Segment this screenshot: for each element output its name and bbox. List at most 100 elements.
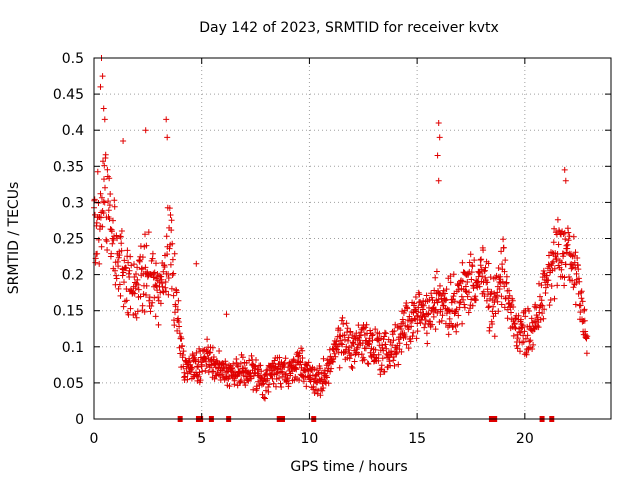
data-point bbox=[110, 217, 116, 224]
data-point bbox=[273, 383, 279, 390]
data-point bbox=[205, 369, 212, 376]
data-point bbox=[532, 301, 539, 308]
data-point bbox=[477, 270, 483, 276]
data-point bbox=[345, 337, 351, 344]
data-point bbox=[375, 351, 382, 358]
data-point bbox=[286, 359, 293, 366]
data-point bbox=[524, 332, 531, 339]
data-point bbox=[440, 287, 447, 294]
data-point bbox=[153, 260, 159, 267]
data-point bbox=[137, 243, 144, 250]
data-point bbox=[184, 376, 191, 383]
data-point bbox=[121, 279, 127, 286]
data-point bbox=[138, 265, 145, 272]
data-point bbox=[203, 358, 209, 365]
data-point bbox=[331, 350, 338, 357]
data-point bbox=[274, 366, 280, 373]
data-point bbox=[246, 357, 253, 364]
data-point bbox=[448, 299, 455, 306]
data-point bbox=[469, 302, 476, 309]
data-point bbox=[107, 191, 114, 197]
data-point bbox=[106, 215, 113, 222]
data-point bbox=[97, 190, 104, 197]
data-point bbox=[100, 198, 107, 205]
data-point bbox=[354, 344, 361, 351]
data-point bbox=[553, 256, 560, 263]
data-point bbox=[99, 223, 106, 230]
data-point bbox=[511, 320, 518, 327]
data-point bbox=[455, 312, 462, 319]
data-point bbox=[390, 337, 397, 344]
data-point bbox=[276, 354, 283, 361]
data-point bbox=[506, 287, 512, 294]
data-point bbox=[383, 345, 390, 352]
data-point bbox=[324, 374, 330, 381]
data-point bbox=[100, 105, 107, 112]
data-point bbox=[564, 241, 571, 248]
y-tick-label: 0.1 bbox=[62, 340, 84, 356]
data-point bbox=[558, 259, 565, 266]
data-point bbox=[299, 347, 306, 354]
data-point bbox=[480, 288, 487, 295]
data-point bbox=[310, 383, 317, 390]
data-point bbox=[147, 308, 154, 315]
data-point bbox=[203, 348, 210, 354]
data-point bbox=[389, 342, 396, 349]
data-point bbox=[219, 371, 226, 378]
data-point bbox=[558, 266, 565, 273]
data-point bbox=[116, 252, 123, 259]
data-point bbox=[285, 380, 292, 387]
data-point bbox=[258, 368, 265, 375]
data-point bbox=[560, 253, 567, 260]
y-tick-label: 0.3 bbox=[62, 195, 84, 211]
data-point bbox=[347, 328, 354, 335]
data-point bbox=[134, 264, 141, 271]
data-point bbox=[111, 203, 118, 210]
data-point bbox=[500, 244, 507, 251]
data-point bbox=[572, 249, 579, 256]
data-point bbox=[120, 269, 127, 276]
data-point bbox=[126, 267, 133, 274]
data-point bbox=[295, 353, 301, 360]
data-point bbox=[526, 323, 533, 330]
data-point bbox=[339, 314, 346, 321]
data-point bbox=[578, 288, 585, 295]
data-points bbox=[91, 55, 591, 402]
data-point bbox=[568, 261, 575, 268]
data-point bbox=[541, 306, 548, 313]
data-point bbox=[526, 308, 532, 314]
data-point bbox=[508, 309, 514, 316]
data-point bbox=[176, 323, 183, 330]
data-point bbox=[146, 297, 153, 304]
data-point bbox=[514, 335, 521, 342]
data-point bbox=[198, 361, 205, 368]
data-point bbox=[186, 355, 193, 362]
data-point bbox=[467, 251, 474, 258]
data-point bbox=[106, 202, 113, 209]
data-point bbox=[353, 330, 360, 337]
data-point bbox=[238, 377, 245, 384]
data-point bbox=[414, 328, 421, 335]
data-point bbox=[98, 243, 105, 250]
data-point bbox=[400, 310, 407, 316]
data-point bbox=[179, 342, 186, 349]
data-point bbox=[117, 292, 124, 299]
data-point bbox=[169, 256, 176, 263]
data-point bbox=[195, 364, 202, 370]
data-point bbox=[413, 335, 420, 342]
data-point bbox=[178, 335, 185, 342]
data-point bbox=[362, 345, 369, 352]
data-point bbox=[96, 214, 103, 220]
data-point bbox=[97, 83, 104, 90]
data-point bbox=[105, 198, 112, 205]
data-point bbox=[554, 282, 561, 289]
data-point bbox=[365, 361, 372, 367]
data-point bbox=[197, 377, 204, 384]
data-point bbox=[565, 229, 572, 236]
data-point bbox=[179, 352, 186, 358]
data-point bbox=[278, 384, 285, 390]
data-point bbox=[216, 348, 223, 354]
data-point bbox=[376, 330, 383, 337]
data-point bbox=[115, 263, 122, 270]
data-point bbox=[182, 373, 188, 380]
